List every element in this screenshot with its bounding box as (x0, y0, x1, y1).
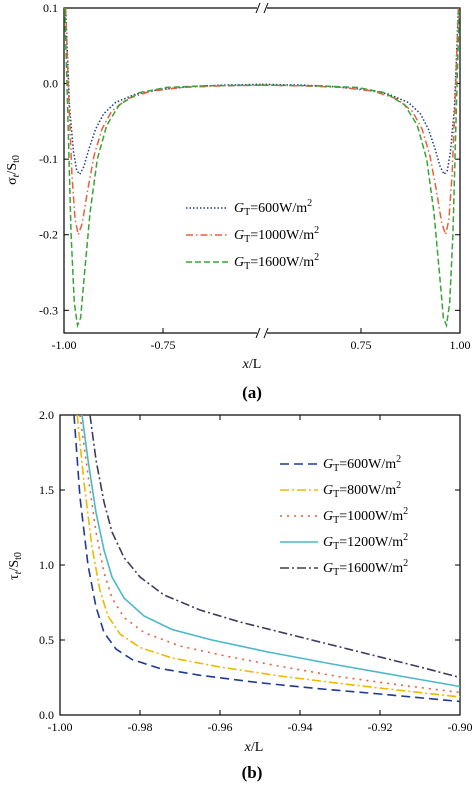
series-line-a-0-left (64, 8, 263, 176)
chart-panel-b: 0.0 0.5 1.0 1.5 2.0 -1.00 -0.98 -0.96 -0.94 -0.92… (7, 408, 473, 782)
legend-label-a: GT=600W/m2 (234, 198, 312, 218)
x-tick-label-a: 0.75 (351, 338, 372, 352)
x-axis-title-b: x/L (244, 740, 264, 755)
series-line-a-2-right (261, 8, 460, 329)
legend-label-b: GT=600W/m2 (323, 454, 401, 474)
y-tick-label-a: 0.0 (43, 77, 58, 91)
series-line-b-1 (76, 415, 460, 698)
y-axis-title-b: τt/St0 (7, 552, 24, 580)
x-tick-label-b: -1.00 (48, 720, 73, 734)
legend-b: GT=600W/m2 GT=800W/m2 GT=1000W/m2 GT=1200W/… (280, 454, 408, 578)
series-line-a-1-right (261, 8, 460, 238)
legend-a: GT=600W/m2 GT=1000W/m2 GT=1600W/m2 (186, 198, 319, 272)
x-axis-title-a: x/L (242, 357, 262, 372)
series-line-b-0 (73, 415, 460, 703)
series-line-a-2-left (64, 8, 263, 329)
series-line-b-2 (79, 415, 460, 694)
x-tick-label-b: -0.96 (208, 720, 233, 734)
legend-label-b: GT=1600W/m2 (323, 558, 408, 578)
x-tick-label-a: -0.75 (151, 338, 176, 352)
x-tick-label-a: -1.00 (52, 338, 77, 352)
series-line-b-4 (89, 415, 460, 679)
x-tick-label-b: -0.98 (128, 720, 153, 734)
y-axis-title-a: σt/St0 (5, 155, 22, 185)
y-tick-label-b: 1.5 (39, 483, 54, 497)
legend-label-b: GT=800W/m2 (323, 480, 401, 500)
series-lines-a (64, 8, 460, 329)
x-tick-label-b: -0.90 (448, 720, 473, 734)
y-tick-label-a: -0.1 (39, 152, 58, 166)
x-tick-label-a: 1.00 (450, 338, 471, 352)
plot-frame-a (63, 7, 461, 334)
x-tick-label-b: -0.92 (368, 720, 393, 734)
axis-break-a (255, 2, 269, 339)
axis-ticks-b: 0.0 0.5 1.0 1.5 2.0 -1.00 -0.98 -0.96 -0.94 -0.92… (39, 408, 473, 734)
y-tick-label-b: 2.0 (39, 408, 54, 422)
break-mark (255, 2, 261, 14)
series-line-a-1-left (64, 8, 263, 238)
y-tick-label-a: -0.2 (39, 228, 58, 242)
y-tick-label-a: -0.3 (39, 303, 58, 317)
break-mark (263, 2, 269, 14)
chart-panel-a: 0.1 0.0 -0.1 -0.2 -0.3 -1.00 -0.75 0.75 1.00 GT=… (5, 1, 471, 402)
legend-label-a: GT=1600W/m2 (234, 252, 319, 272)
series-line-b-3 (81, 415, 460, 688)
series-lines-b (73, 415, 460, 703)
panel-label-a: (a) (242, 383, 262, 402)
panel-label-b: (b) (242, 763, 263, 782)
y-tick-label-b: 0.0 (39, 708, 54, 722)
x-tick-label-b: -0.94 (288, 720, 313, 734)
legend-label-b: GT=1000W/m2 (323, 506, 408, 526)
series-line-a-0-right (261, 8, 460, 176)
legend-label-a: GT=1000W/m2 (234, 225, 319, 245)
axis-ticks-a: 0.1 0.0 -0.1 -0.2 -0.3 -1.00 -0.75 0.75 1.00 (39, 1, 471, 352)
break-gap (257, 330, 267, 336)
y-tick-label-b: 1.0 (39, 558, 54, 572)
legend-label-b: GT=1200W/m2 (323, 532, 408, 552)
break-mark (263, 327, 269, 339)
break-mark (255, 327, 261, 339)
break-gap (257, 5, 267, 11)
y-tick-label-b: 0.5 (39, 633, 54, 647)
y-tick-label-a: 0.1 (43, 1, 58, 15)
